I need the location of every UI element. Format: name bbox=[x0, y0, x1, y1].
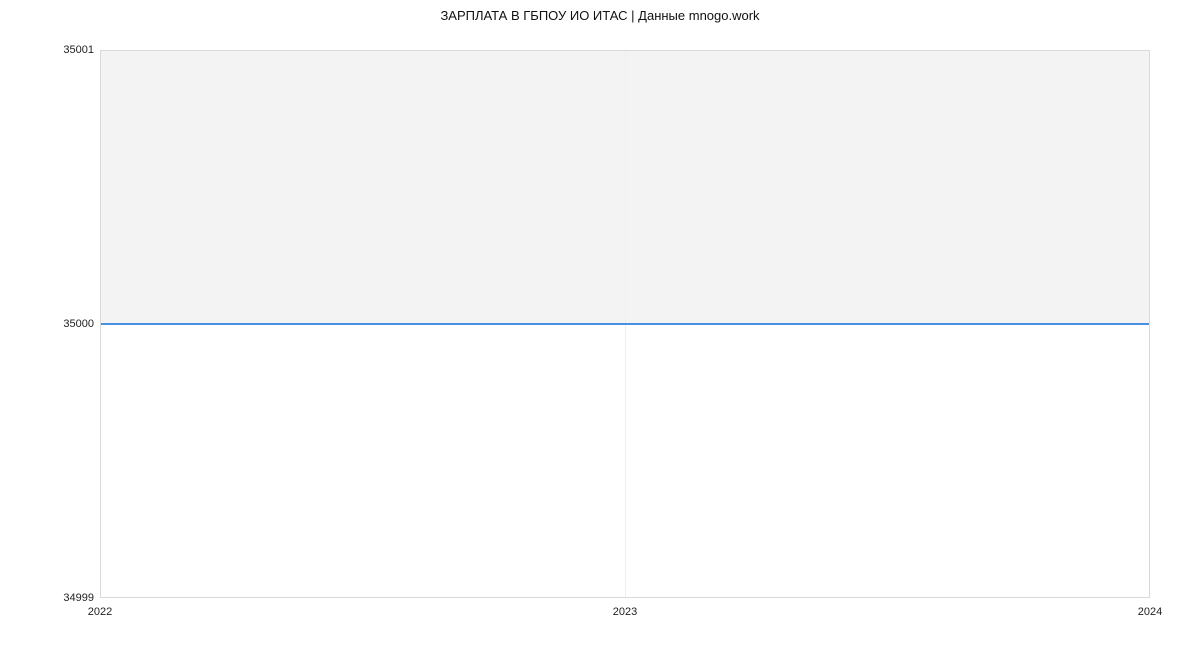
chart-title: ЗАРПЛАТА В ГБПОУ ИО ИТАС | Данные mnogo.… bbox=[0, 8, 1200, 23]
plot-area bbox=[100, 50, 1150, 598]
series-line bbox=[100, 323, 1150, 325]
y-tick-label: 35000 bbox=[58, 318, 94, 330]
chart-container: ЗАРПЛАТА В ГБПОУ ИО ИТАС | Данные mnogo.… bbox=[0, 0, 1200, 650]
x-tick-label: 2024 bbox=[1138, 606, 1162, 618]
x-tick-label: 2022 bbox=[88, 606, 112, 618]
y-tick-label: 35001 bbox=[58, 44, 94, 56]
x-tick-label: 2023 bbox=[613, 606, 637, 618]
y-tick-label: 34999 bbox=[58, 592, 94, 604]
